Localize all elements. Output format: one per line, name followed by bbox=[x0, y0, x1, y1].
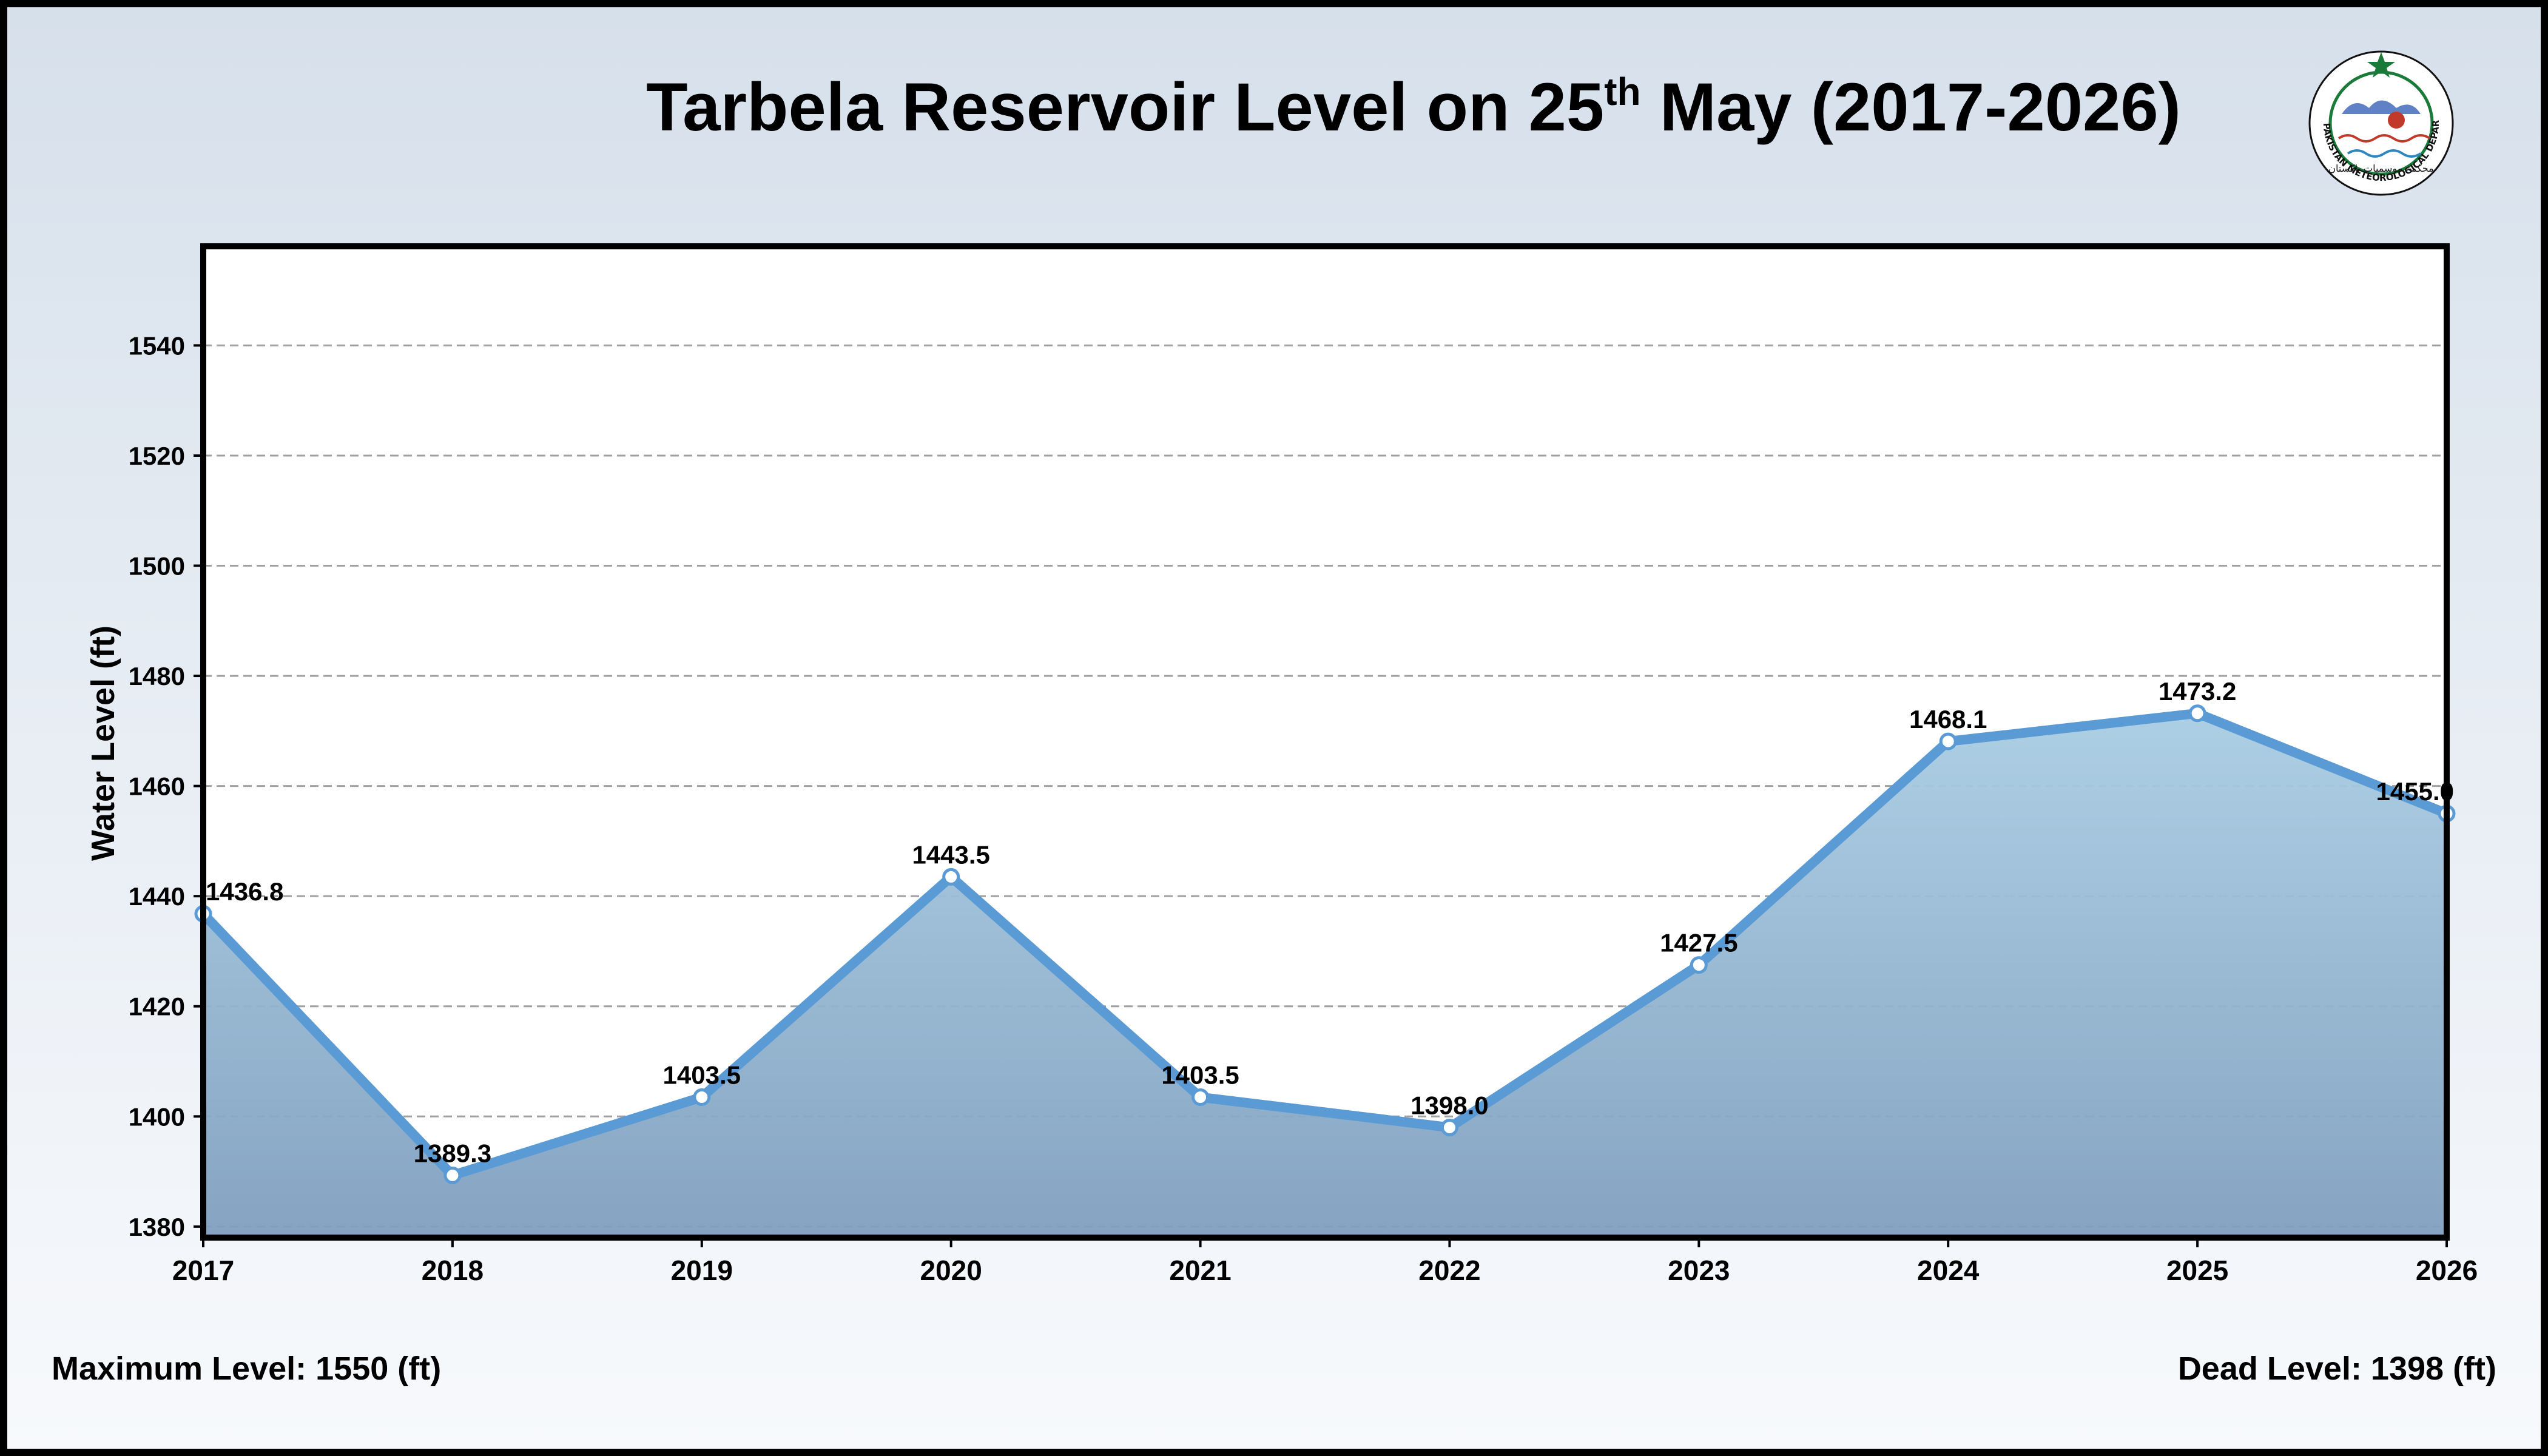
y-tick-label: 1480 bbox=[129, 662, 185, 690]
star-icon bbox=[2367, 52, 2395, 78]
x-tick-label: 2023 bbox=[1668, 1255, 1730, 1286]
pmd-logo: PAKISTAN METEOROLOGICAL DEPARTMENT محکمہ… bbox=[2305, 47, 2454, 196]
y-tick-label: 1400 bbox=[129, 1102, 185, 1131]
x-tick-label: 2017 bbox=[172, 1255, 234, 1286]
x-tick-label: 2026 bbox=[2416, 1255, 2478, 1286]
data-label: 1436.8 bbox=[206, 877, 283, 906]
series-area-fill bbox=[203, 713, 2447, 1238]
logo-urdu-text: محکمہ موسمیات پاکستان bbox=[2328, 163, 2433, 175]
data-point bbox=[1939, 732, 1957, 750]
y-tick-label: 1460 bbox=[129, 772, 185, 801]
x-tick-label: 2019 bbox=[671, 1255, 733, 1286]
data-label: 1427.5 bbox=[1660, 929, 1737, 957]
data-label: 1455.0 bbox=[2376, 777, 2454, 806]
data-point bbox=[2188, 704, 2206, 723]
y-tick-label: 1520 bbox=[129, 442, 185, 470]
title-superscript: th bbox=[1604, 70, 1641, 113]
x-tick-label: 2018 bbox=[422, 1255, 484, 1286]
x-tick-label: 2020 bbox=[920, 1255, 982, 1286]
x-tick-label: 2021 bbox=[1169, 1255, 1231, 1286]
data-label: 1403.5 bbox=[663, 1061, 741, 1090]
data-point bbox=[1440, 1118, 1458, 1136]
data-point bbox=[443, 1166, 462, 1184]
dead-level-note: Dead Level: 1398 (ft) bbox=[2177, 1350, 2496, 1387]
data-label: 1403.5 bbox=[1161, 1061, 1239, 1090]
y-tick-label: 1420 bbox=[129, 993, 185, 1021]
y-tick-label: 1500 bbox=[129, 552, 185, 581]
x-tick-label: 2022 bbox=[1418, 1255, 1480, 1286]
data-label: 1398.0 bbox=[1410, 1091, 1488, 1119]
data-label: 1443.5 bbox=[912, 840, 989, 869]
y-tick-label: 1540 bbox=[129, 331, 185, 360]
plot-border bbox=[200, 243, 2450, 1241]
data-label: 1473.2 bbox=[2159, 677, 2236, 706]
data-point bbox=[693, 1088, 711, 1107]
y-tick-label: 1380 bbox=[129, 1213, 185, 1241]
y-axis-label: Water Level (ft) bbox=[85, 625, 121, 861]
data-label: 1468.1 bbox=[1909, 705, 1987, 733]
x-tick-label: 2024 bbox=[1917, 1255, 1980, 1286]
data-label: 1389.3 bbox=[414, 1139, 491, 1167]
data-point bbox=[942, 868, 960, 886]
data-point bbox=[1191, 1088, 1210, 1107]
title-main: Tarbela Reservoir Level on 25 bbox=[646, 69, 1605, 145]
series-line bbox=[200, 708, 2449, 1181]
chart-title: Tarbela Reservoir Level on 25th May (201… bbox=[0, 68, 2548, 146]
x-tick-label: 2025 bbox=[2166, 1255, 2228, 1286]
y-tick-label: 1440 bbox=[129, 882, 185, 911]
title-tail: May (2017-2026) bbox=[1659, 69, 2181, 145]
data-point bbox=[1690, 956, 1708, 974]
max-level-note: Maximum Level: 1550 (ft) bbox=[52, 1350, 442, 1387]
